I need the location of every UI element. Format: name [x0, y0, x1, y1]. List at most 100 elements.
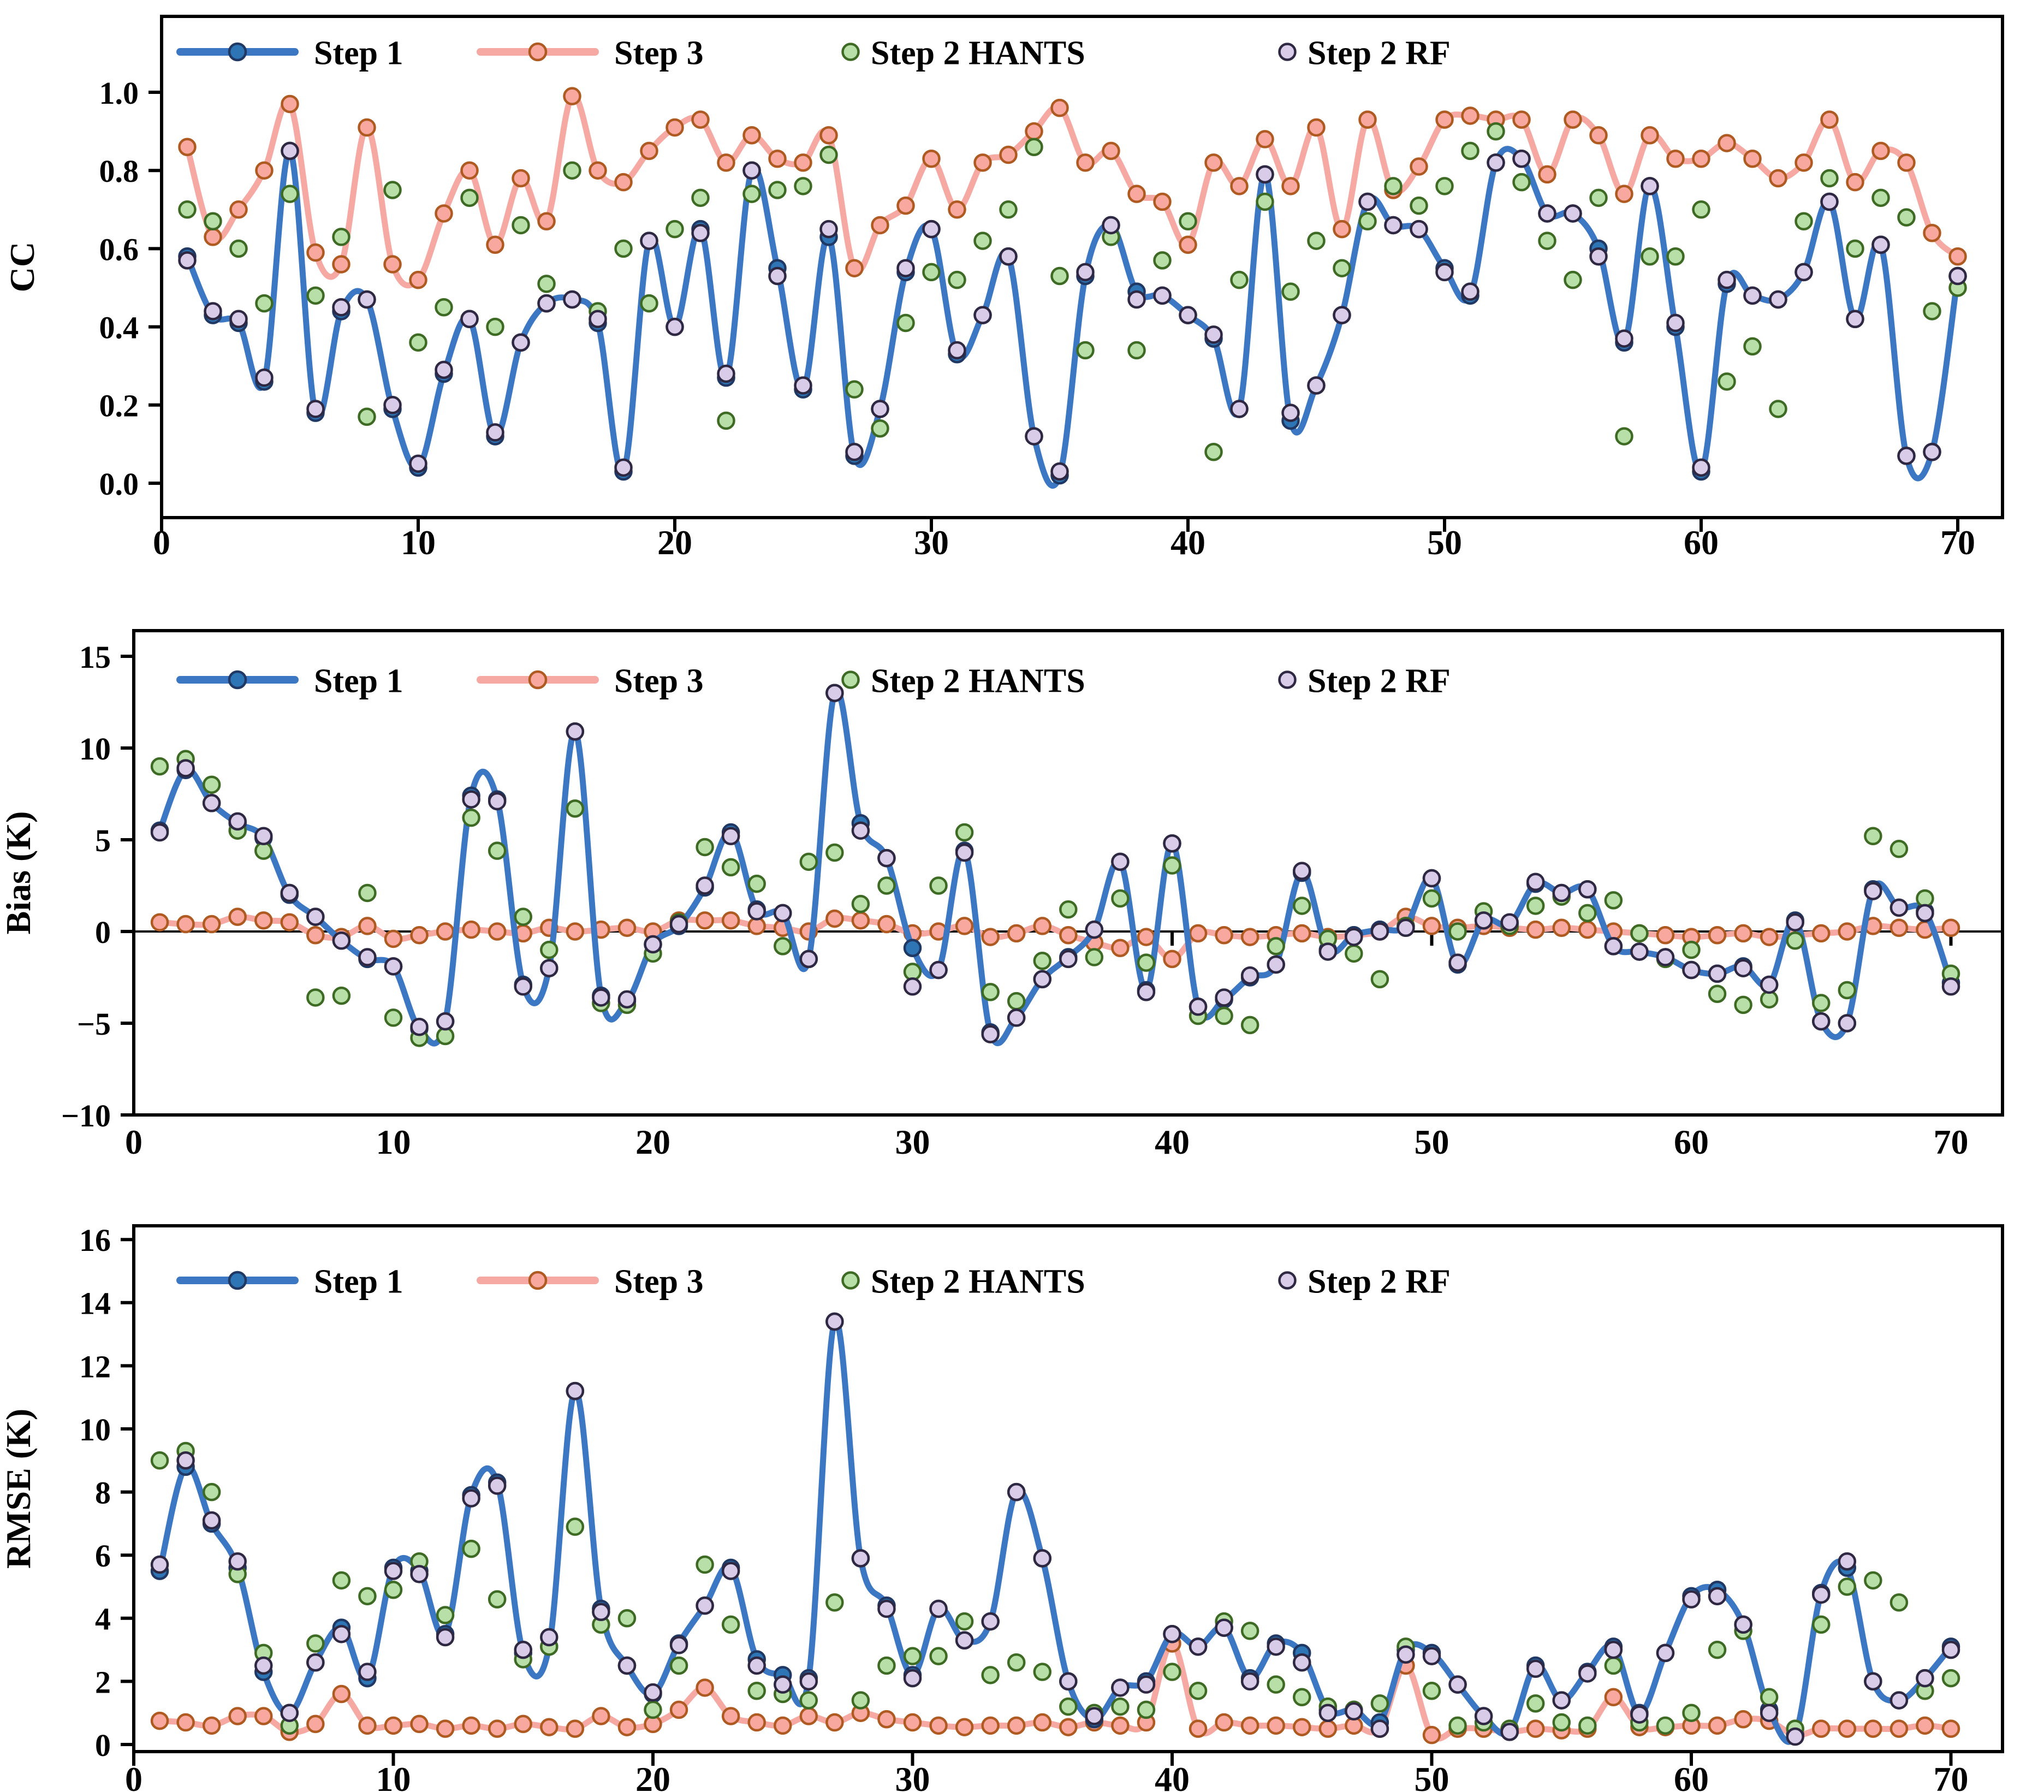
- series-step3-marker: [768, 149, 787, 168]
- series-step3-marker: [696, 911, 714, 930]
- series-step3-marker: [1923, 224, 1941, 242]
- x-tick-label: 0: [125, 1760, 142, 1792]
- series-step3-marker: [1812, 1719, 1831, 1738]
- series-rf-marker: [1941, 1640, 1960, 1659]
- x-tick-label: 20: [635, 1760, 670, 1792]
- series-rf-marker: [851, 1549, 870, 1568]
- series-rf-marker: [1215, 1618, 1233, 1637]
- series-hants-marker: [306, 988, 325, 1007]
- series-step3-marker: [1941, 918, 1960, 937]
- series-step3-marker: [1526, 1719, 1545, 1738]
- series-step3-marker: [1127, 185, 1146, 203]
- series-step3-marker: [204, 228, 222, 246]
- series-rf-marker: [1923, 442, 1941, 461]
- series-rf-marker: [332, 1624, 351, 1643]
- series-hants-marker: [358, 407, 376, 426]
- series-hants-marker: [1267, 1675, 1285, 1694]
- series-hants-marker: [1033, 952, 1051, 970]
- series-step3-marker: [228, 1707, 247, 1725]
- series-rf-marker: [1786, 913, 1804, 931]
- series-rf-marker: [845, 442, 864, 461]
- series-step3-marker: [592, 1707, 610, 1725]
- y-axis: −10 −5 0 5 10 15: [61, 639, 134, 1134]
- x-tick-label: 60: [1684, 523, 1719, 562]
- series-rf-marker: [1448, 953, 1467, 972]
- series-hants-marker: [332, 986, 351, 1005]
- series-hants-marker: [794, 177, 812, 195]
- series-hants-marker: [306, 286, 325, 305]
- series-hants-marker: [566, 799, 585, 818]
- series-rf-marker: [1025, 427, 1043, 446]
- series-rf-marker: [1127, 290, 1146, 309]
- series-rf-marker: [1916, 1669, 1934, 1688]
- series-rf-marker: [1838, 1552, 1857, 1571]
- series-rf-marker: [691, 224, 710, 242]
- series-rf-marker: [825, 684, 844, 702]
- series-rf-marker: [1666, 313, 1685, 333]
- series-rf: [150, 684, 1960, 1043]
- x-tick-label: 70: [1940, 523, 1975, 562]
- series-rf-marker: [948, 341, 966, 360]
- series-hants-marker: [877, 1656, 896, 1675]
- series-step3-marker: [1889, 918, 1909, 937]
- series-rf-marker: [176, 1451, 195, 1470]
- y-tick-label: 14: [79, 1286, 111, 1321]
- series-rf-marker: [617, 990, 637, 1009]
- series-rf-marker: [1889, 898, 1909, 917]
- series-rf-marker: [254, 827, 273, 846]
- x-axis: 0 10 20 30 40 50 60 70: [153, 518, 1975, 562]
- series-step3: [178, 87, 1967, 289]
- series-hants-marker: [1864, 827, 1882, 846]
- series-step3-marker: [514, 1714, 532, 1734]
- series-hants-marker: [903, 1647, 922, 1665]
- series-rf-marker: [1948, 266, 1967, 286]
- series-rf-marker: [566, 1381, 585, 1401]
- series-rf-marker: [617, 1656, 637, 1675]
- series-rf-marker: [799, 1672, 818, 1691]
- series-hants-marker: [851, 1691, 870, 1710]
- series-rf-marker: [929, 1599, 948, 1618]
- series-step3-marker: [955, 917, 974, 935]
- series-rf-marker: [280, 1704, 299, 1722]
- series-rf-marker: [228, 812, 247, 831]
- series-rf-marker: [774, 1675, 792, 1694]
- series-rf-marker: [540, 1628, 558, 1647]
- series-rf-marker: [1682, 1590, 1701, 1609]
- series-step3-marker: [819, 126, 838, 145]
- series-rf-marker: [794, 376, 812, 395]
- series-hants-marker: [1345, 944, 1363, 963]
- series-rf-marker: [1526, 1659, 1545, 1678]
- series-hants-marker: [1564, 270, 1582, 289]
- series-rf-marker: [1864, 882, 1882, 900]
- series-rf-marker: [592, 988, 610, 1007]
- series-rf-marker: [228, 1552, 247, 1571]
- series-hants-marker: [150, 757, 169, 776]
- series-step3-marker: [462, 920, 480, 939]
- x-tick-label: 40: [1155, 1760, 1190, 1792]
- series-step3-marker: [228, 907, 247, 926]
- series-step3-marker: [1589, 126, 1608, 145]
- series-rf-marker: [280, 883, 299, 903]
- series-step3-marker: [973, 153, 992, 172]
- legend-item-rf: Step 2 RF: [1278, 34, 1451, 72]
- series-step3-marker: [691, 110, 710, 129]
- series-step3-marker: [1578, 920, 1597, 939]
- series-hants-marker: [1682, 940, 1701, 959]
- series-hants-marker: [1786, 931, 1804, 950]
- series-rf-marker: [614, 458, 633, 477]
- series-step3-marker: [742, 126, 761, 145]
- series-rf-marker: [537, 294, 556, 313]
- series-hants-marker: [1578, 1716, 1597, 1735]
- series-rf-marker: [877, 1599, 896, 1618]
- series-hants-marker: [1538, 232, 1556, 250]
- series-hants-marker: [1256, 192, 1274, 211]
- series-step1: [150, 684, 1960, 1047]
- series-hants-marker: [1007, 992, 1026, 1011]
- series-step3-marker: [877, 915, 896, 934]
- series-rf-marker: [514, 1640, 532, 1659]
- series-step3-marker: [1230, 177, 1249, 195]
- series-rf-marker: [871, 400, 889, 418]
- series-step3-marker: [1050, 98, 1069, 117]
- series-rf-marker: [150, 1555, 169, 1574]
- series-rf-marker: [1007, 1482, 1026, 1502]
